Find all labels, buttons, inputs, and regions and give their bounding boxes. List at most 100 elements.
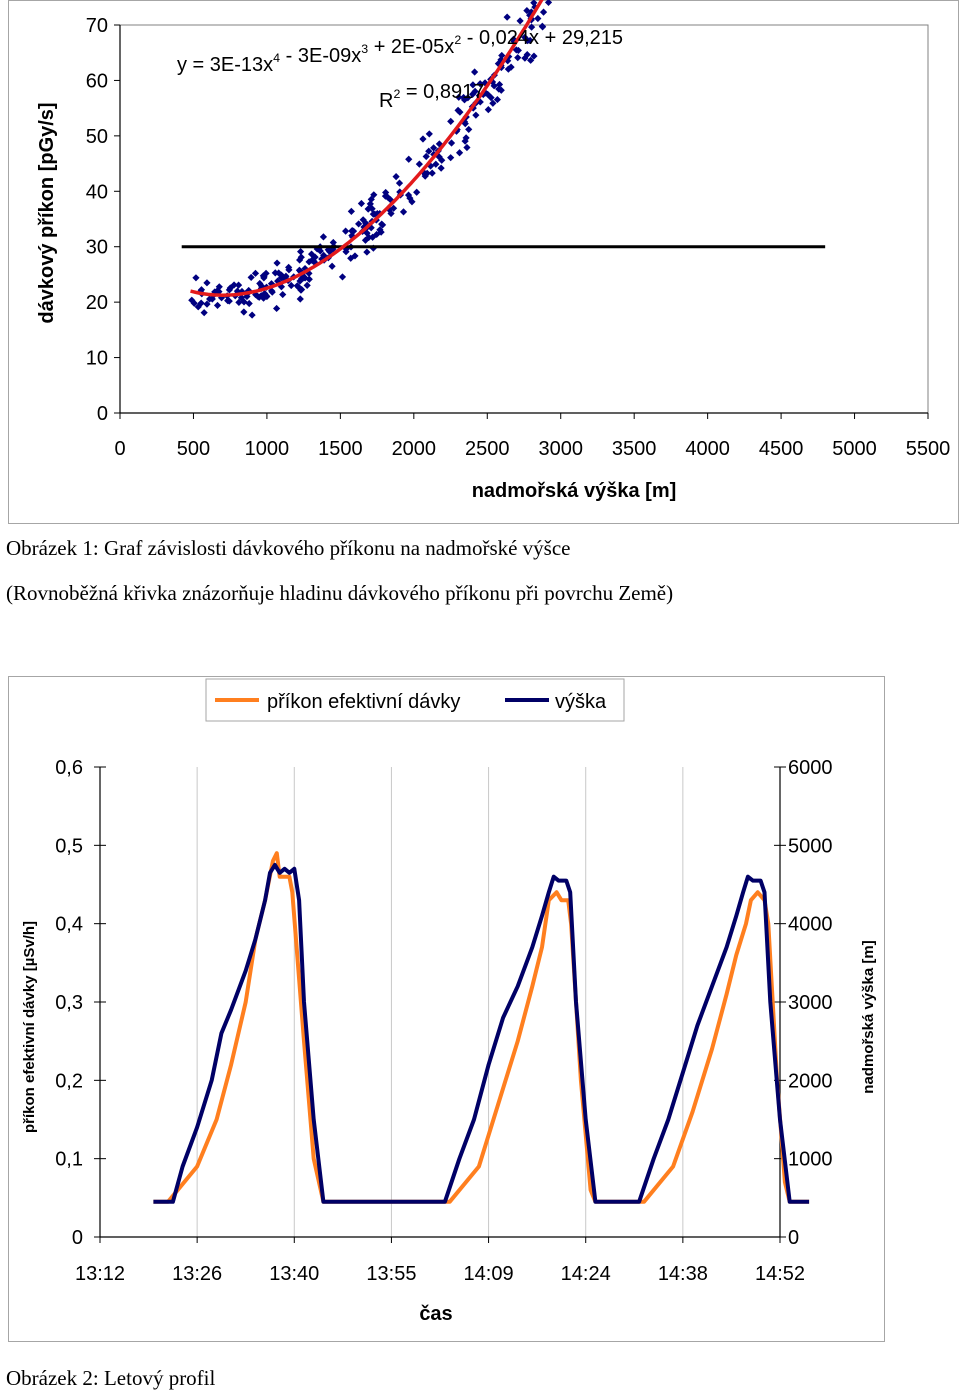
figure2-caption: Obrázek 2: Letový profil	[6, 1366, 216, 1390]
chart1-point	[413, 188, 421, 196]
chart1-point	[301, 264, 309, 273]
chart1-point	[382, 188, 390, 197]
chart1-point	[386, 195, 394, 204]
chart1-point	[277, 271, 285, 279]
chart1-xtick-label: 1500	[318, 438, 363, 460]
chart1-xtick-label: 2500	[465, 438, 510, 460]
chart1-point	[342, 248, 350, 256]
chart1-point	[364, 205, 372, 213]
chart1-point	[297, 247, 305, 256]
chart1-xlabel: nadmořská výška [m]	[472, 480, 677, 502]
chart1-xtick-label: 0	[114, 438, 125, 460]
chart1-point	[347, 254, 355, 262]
chart1-point	[447, 154, 455, 162]
chart1-point	[247, 273, 255, 282]
chart1-point	[461, 120, 469, 128]
chart1-point	[235, 298, 243, 306]
chart1-point	[392, 173, 400, 181]
chart2-legend: příkon efektivní dávky výška	[205, 678, 625, 722]
chart1-point	[296, 256, 304, 264]
chart1-point	[479, 90, 487, 99]
chart1-point	[213, 301, 222, 310]
chart2-xtick-label: 14:24	[561, 1263, 611, 1285]
chart1-point	[273, 259, 281, 267]
chart1-point	[516, 17, 524, 25]
chart1-point	[447, 139, 456, 147]
chart1-point	[225, 286, 234, 294]
chart1-point	[387, 209, 395, 218]
chart1-point	[464, 94, 472, 102]
chart2-ytick-left-label: 0,5	[55, 835, 83, 857]
chart1-point	[256, 279, 264, 288]
chart1-point	[487, 94, 495, 102]
chart2-xtick-label: 13:55	[366, 1263, 416, 1285]
chart1-point	[503, 13, 511, 21]
chart1-point	[259, 294, 268, 302]
chart1-point	[437, 164, 445, 172]
chart1-xtick-label: 3000	[538, 438, 583, 460]
chart1-point	[373, 210, 381, 218]
chart2-ytick-right-label: 0	[788, 1227, 799, 1249]
chart1-trend-equation: y = 3E-13x4 - 3E-09x3 + 2E-05x2 - 0,024x…	[177, 27, 623, 76]
chart1-point	[351, 252, 359, 260]
chart1-point	[456, 108, 464, 116]
chart1-point	[422, 152, 430, 161]
chart2-xtick-label: 14:52	[755, 1263, 805, 1285]
chart1-point	[240, 308, 248, 316]
chart1-point	[342, 227, 350, 235]
chart2-ytick-right-label: 1000	[788, 1149, 833, 1171]
chart1-point	[303, 281, 311, 289]
chart1-ytick-label: 10	[86, 348, 108, 370]
chart1-point	[530, 0, 538, 7]
chart1-point	[528, 23, 536, 31]
chart1-point	[399, 208, 408, 216]
chart1-point	[469, 90, 477, 98]
chart1-point	[472, 111, 480, 119]
chart1-point	[200, 309, 208, 317]
chart1-point	[504, 65, 512, 73]
chart1-point	[526, 11, 534, 19]
chart2-ytick-right-label: 5000	[788, 835, 833, 857]
chart1-point	[524, 37, 532, 45]
chart1-point	[455, 93, 463, 101]
chart1-point	[530, 52, 538, 60]
chart1-ytick-label: 70	[86, 15, 108, 37]
chart1-point	[267, 280, 276, 288]
chart2-panel: 0 0,1 0,2 0,3 0,4 0,5 0,6 0 1000 2000 3000 4000 5000…	[8, 676, 885, 1342]
chart1-scatter-points	[188, 0, 553, 319]
chart1-point	[347, 207, 355, 216]
chart1-point	[268, 288, 276, 296]
chart1-svg: 0 10 20 30 40 50 60 70 0 500 1000 1500 2000 2500 3000 3…	[36, 0, 951, 502]
chart1-point	[476, 80, 484, 88]
chart1-point	[438, 156, 446, 164]
chart1-point	[490, 82, 498, 90]
chart1-xtick-label: 5000	[832, 438, 877, 460]
chart1-point	[296, 277, 304, 285]
chart1-point	[405, 155, 413, 163]
chart1-point	[225, 297, 233, 305]
chart1-point	[381, 192, 390, 200]
chart1-point	[194, 303, 202, 311]
chart1-trendline	[190, 0, 544, 297]
chart2-legend-label-altitude: výška	[555, 691, 607, 713]
chart1-point	[426, 162, 435, 170]
chart1-point	[275, 269, 283, 277]
chart1-xtick-label: 5500	[906, 438, 951, 460]
chart2-ylabel-left: příkon efektivní dávky [µSv/h]	[21, 921, 38, 1133]
chart1-point	[238, 287, 246, 296]
chart1-point	[320, 251, 328, 259]
chart1-point	[469, 81, 477, 89]
chart1-point	[295, 283, 303, 291]
chart1-ytick-label: 30	[86, 237, 108, 259]
chart1-xtick-label: 1000	[245, 438, 290, 460]
chart2-ytick-left-label: 0,4	[55, 914, 83, 936]
chart1-point	[211, 288, 219, 296]
chart1-point	[367, 195, 375, 203]
chart1-point	[484, 106, 492, 114]
chart1-ytick-label: 0	[97, 403, 108, 425]
chart1-point	[415, 160, 423, 168]
chart1-point	[368, 205, 376, 213]
chart1-point	[455, 149, 464, 157]
chart1-ytick-label: 60	[86, 70, 108, 92]
chart1-xtick-label: 3500	[612, 438, 657, 460]
